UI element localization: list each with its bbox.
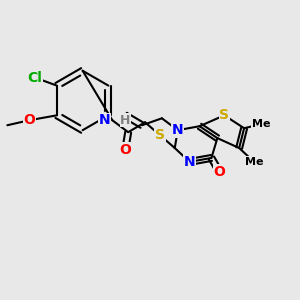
Text: O: O [213, 165, 225, 179]
Text: H: H [120, 114, 131, 127]
Text: Me: Me [252, 119, 270, 129]
Text: N: N [184, 155, 195, 169]
Text: S: S [219, 108, 229, 122]
Text: O: O [119, 143, 131, 157]
Text: N: N [172, 123, 184, 137]
Text: O: O [23, 113, 35, 127]
Text: Me: Me [245, 157, 263, 167]
Text: Cl: Cl [28, 71, 43, 85]
Text: S: S [155, 128, 165, 142]
Text: N: N [99, 113, 110, 127]
